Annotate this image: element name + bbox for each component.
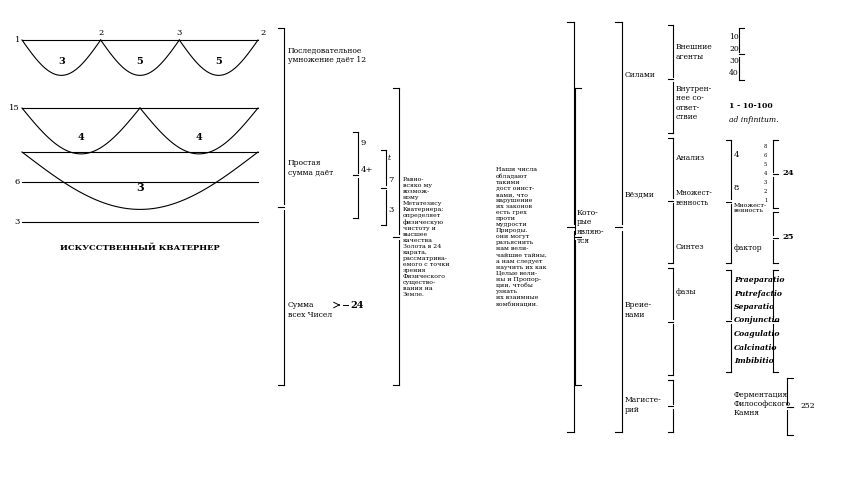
Text: 2: 2 xyxy=(260,29,265,37)
Text: 3: 3 xyxy=(388,206,394,214)
Text: 252: 252 xyxy=(800,402,814,410)
Text: 3: 3 xyxy=(177,29,182,37)
Text: Вёздми: Вёздми xyxy=(625,191,654,199)
Text: 3: 3 xyxy=(136,182,144,193)
Text: Imbibitio: Imbibitio xyxy=(734,357,774,365)
Text: Coagulatio: Coagulatio xyxy=(734,330,780,338)
Text: 10: 10 xyxy=(729,33,739,41)
Text: Praeparatio: Praeparatio xyxy=(734,276,785,284)
Text: 4: 4 xyxy=(734,151,740,159)
Text: 30: 30 xyxy=(729,57,739,65)
Text: Внутрен-
нее со-
ответ-
ствие: Внутрен- нее со- ответ- ствие xyxy=(676,85,712,121)
Text: Анализ: Анализ xyxy=(676,154,705,162)
Text: 3: 3 xyxy=(58,57,65,66)
Text: 4: 4 xyxy=(77,133,84,142)
Text: Магисте-
рий: Магисте- рий xyxy=(625,396,662,413)
Text: 1 - 10-100: 1 - 10-100 xyxy=(729,102,773,110)
Text: 3: 3 xyxy=(14,218,20,226)
Text: 40: 40 xyxy=(729,69,739,77)
Text: Putrefactio: Putrefactio xyxy=(734,290,782,297)
Text: 8: 8 xyxy=(734,184,740,192)
Text: Последовательное
умножение даёт 12: Последовательное умножение даёт 12 xyxy=(288,46,366,64)
Text: фактор: фактор xyxy=(734,244,762,252)
Text: Синтез: Синтез xyxy=(676,243,705,251)
Text: 4+: 4+ xyxy=(361,166,373,174)
Text: Separatio: Separatio xyxy=(734,303,775,311)
Text: 2: 2 xyxy=(764,188,768,194)
Text: Внешние
агенты: Внешние агенты xyxy=(676,43,713,61)
Text: Множест-
венность: Множест- венность xyxy=(734,203,767,213)
Text: 5: 5 xyxy=(215,57,222,66)
Text: Кото-
рые
являю-
тся: Кото- рые являю- тся xyxy=(577,209,604,245)
Text: 3: 3 xyxy=(764,180,768,185)
Text: 2: 2 xyxy=(98,29,104,37)
Text: t: t xyxy=(388,154,391,162)
Text: 25: 25 xyxy=(782,233,794,241)
Text: 8: 8 xyxy=(764,143,768,149)
Text: Calcinatio: Calcinatio xyxy=(734,344,778,351)
Text: 1: 1 xyxy=(14,36,20,44)
Text: 24: 24 xyxy=(350,301,364,309)
Text: фазы: фазы xyxy=(676,288,696,296)
Text: Простая
сумма даёт: Простая сумма даёт xyxy=(288,159,333,176)
Text: 5: 5 xyxy=(764,162,768,166)
Text: 20: 20 xyxy=(729,45,739,53)
Text: Множест-
венность: Множест- венность xyxy=(676,189,713,206)
Text: Наши числа
обладают
такими
дост оинст-
вами, что
нарушение
их законов
есть грех
: Наши числа обладают такими дост оинст- в… xyxy=(496,167,547,307)
Text: 9: 9 xyxy=(361,139,366,147)
Text: 4: 4 xyxy=(764,171,768,175)
Text: 24: 24 xyxy=(782,169,794,177)
Text: 7: 7 xyxy=(388,176,394,184)
Text: Ферментация
Философского
Камня: Ферментация Философского Камня xyxy=(734,391,791,417)
Text: 15: 15 xyxy=(9,104,20,112)
Text: Силами: Силами xyxy=(625,71,656,79)
Text: Вреие-
нами: Вреие- нами xyxy=(625,302,652,319)
Text: 6: 6 xyxy=(764,152,768,157)
Text: ad infinitum.: ad infinitum. xyxy=(729,116,779,124)
Text: 4: 4 xyxy=(196,133,202,142)
Text: ИСКУССТВЕННЫЙ КВАТЕРНЕР: ИСКУССТВЕННЫЙ КВАТЕРНЕР xyxy=(60,244,220,252)
Text: Conjunctio: Conjunctio xyxy=(734,316,780,325)
Text: Сумма
всех Чисел: Сумма всех Чисел xyxy=(288,302,332,319)
Text: Равно-
всяко му
возмож-
ному
Метатезису
Кватернера;
определяет
физическую
чистот: Равно- всяко му возмож- ному Метатезису … xyxy=(403,177,450,297)
Text: 5: 5 xyxy=(137,57,144,66)
Text: 6: 6 xyxy=(14,178,20,186)
Text: 1: 1 xyxy=(764,197,768,203)
